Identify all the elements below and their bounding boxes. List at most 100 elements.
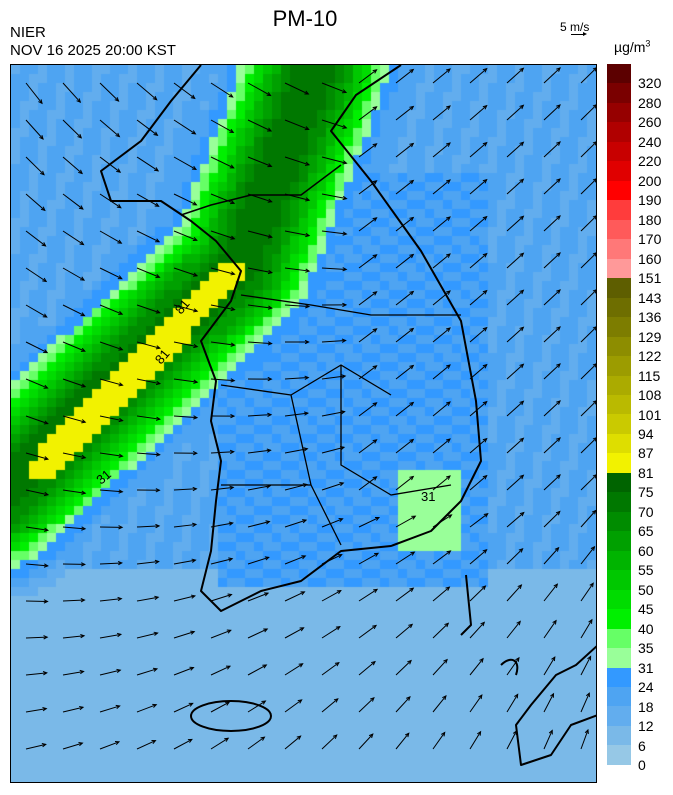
wind-arrowhead-icon	[556, 326, 561, 331]
wind-arrow-icon	[136, 596, 159, 602]
wind-arrow-icon	[358, 254, 377, 269]
wind-arrow-icon	[136, 668, 158, 676]
wind-arrow-icon	[395, 254, 414, 269]
wind-arrowhead-icon	[409, 253, 415, 259]
legend-label: 129	[638, 328, 662, 345]
wind-arrowhead-icon	[556, 437, 561, 442]
wind-arrow-icon	[506, 694, 519, 713]
wind-arrowhead-icon	[153, 631, 159, 636]
wind-arrowhead-icon	[592, 474, 596, 479]
wind-arrow-icon	[358, 439, 377, 454]
legend-label: 55	[638, 562, 654, 579]
legend-swatch	[607, 219, 631, 240]
wind-arrowhead-icon	[267, 198, 273, 203]
wind-arrow-icon	[284, 448, 308, 454]
wind-arrow-icon	[247, 82, 271, 96]
wind-arrowhead-icon	[482, 252, 488, 258]
wind-arrow-icon	[62, 635, 85, 639]
wind-arrow-icon	[580, 326, 596, 343]
legend-label: 143	[638, 289, 662, 306]
legend-label: 12	[638, 718, 654, 735]
wind-arrowhead-icon	[267, 305, 273, 310]
wind-arrowhead-icon	[81, 454, 87, 460]
wind-arrowhead-icon	[41, 743, 47, 748]
wind-arrow-icon	[395, 365, 414, 380]
wind-arrow-icon	[506, 289, 524, 306]
wind-arrowhead-icon	[373, 588, 379, 594]
wind-arrow-icon	[432, 290, 451, 306]
wind-arrow-icon	[432, 216, 451, 232]
wind-arrowhead-icon	[114, 741, 121, 746]
legend-label: 35	[638, 640, 654, 657]
wind-arrowhead-icon	[592, 104, 596, 109]
wind-arrowhead-icon	[446, 179, 451, 184]
wind-arrow-icon	[210, 193, 235, 204]
wind-arrowhead-icon	[43, 420, 49, 425]
wind-arrowhead-icon	[372, 254, 378, 259]
wind-arrow-icon	[358, 180, 377, 195]
legend-swatch	[607, 102, 631, 123]
wind-arrowhead-icon	[114, 97, 120, 102]
legend-swatch	[607, 609, 631, 629]
wind-arrowhead-icon	[267, 412, 273, 417]
wind-arrow-icon	[173, 341, 198, 348]
wind-arrowhead-icon	[43, 349, 49, 354]
wind-arrowhead-icon	[409, 587, 415, 592]
wind-arrowhead-icon	[155, 345, 161, 350]
wind-arrow-icon	[25, 304, 48, 318]
wind-arrowhead-icon	[117, 239, 123, 244]
wind-arrowhead-icon	[228, 521, 234, 526]
wind-arrowhead-icon	[305, 268, 311, 273]
wind-arrowhead-icon	[519, 104, 525, 110]
map-title: PM-10	[272, 6, 338, 31]
wind-arrowhead-icon	[155, 273, 161, 278]
wind-arrowhead-icon	[519, 437, 525, 443]
wind-arrowhead-icon	[555, 510, 561, 516]
wind-arrowhead-icon	[342, 231, 348, 236]
wind-arrowhead-icon	[556, 67, 561, 72]
wind-arrow-icon	[136, 452, 160, 456]
wind-arrow-icon	[321, 698, 339, 713]
jeju-island	[190, 700, 272, 732]
wind-arrow-icon	[358, 328, 377, 343]
wind-arrowhead-icon	[43, 527, 50, 532]
legend-swatch	[607, 589, 631, 610]
wind-arrowhead-icon	[192, 201, 198, 206]
wind-arrowhead-icon	[152, 703, 158, 708]
wind-arrow-icon	[136, 378, 161, 385]
legend-swatch	[607, 122, 631, 142]
wind-arrowhead-icon	[342, 267, 348, 272]
wind-arrow-icon	[99, 741, 120, 750]
wind-arrow-icon	[469, 105, 488, 121]
wind-arrow-icon	[99, 633, 121, 639]
wind-arrowhead-icon	[76, 98, 82, 104]
wind-arrowhead-icon	[81, 383, 87, 388]
wind-arrowhead-icon	[117, 560, 123, 566]
wind-arrow-icon	[321, 554, 342, 565]
wind-arrowhead-icon	[264, 592, 270, 597]
wind-arrow-icon	[99, 82, 119, 102]
legend-label: 320	[638, 75, 662, 92]
wind-arrowhead-icon	[550, 692, 555, 698]
wind-arrowhead-icon	[591, 509, 596, 515]
wind-arrow-icon	[543, 437, 561, 454]
wind-arrow-icon	[25, 267, 47, 282]
wind-arrowhead-icon	[189, 666, 195, 671]
wind-arrowhead-icon	[483, 513, 489, 518]
wind-arrowhead-icon	[81, 419, 87, 424]
wind-arrowhead-icon	[300, 591, 306, 596]
wind-arrow-icon	[432, 364, 451, 380]
wind-arrow-icon	[580, 215, 596, 232]
wind-arrow-icon	[25, 636, 48, 639]
wind-arrowhead-icon	[155, 416, 162, 421]
wind-arrowhead-icon	[372, 69, 378, 74]
legend-swatch	[607, 239, 631, 259]
wind-arrowhead-icon	[372, 439, 378, 444]
wind-arrow-icon	[395, 587, 414, 602]
wind-arrowhead-icon	[77, 133, 83, 139]
wind-arrow-icon	[543, 67, 561, 84]
wind-arrowhead-icon	[519, 400, 525, 406]
wind-arrowhead-icon	[335, 625, 341, 631]
wind-arrowhead-icon	[79, 669, 85, 675]
wind-arrowhead-icon	[192, 522, 198, 527]
